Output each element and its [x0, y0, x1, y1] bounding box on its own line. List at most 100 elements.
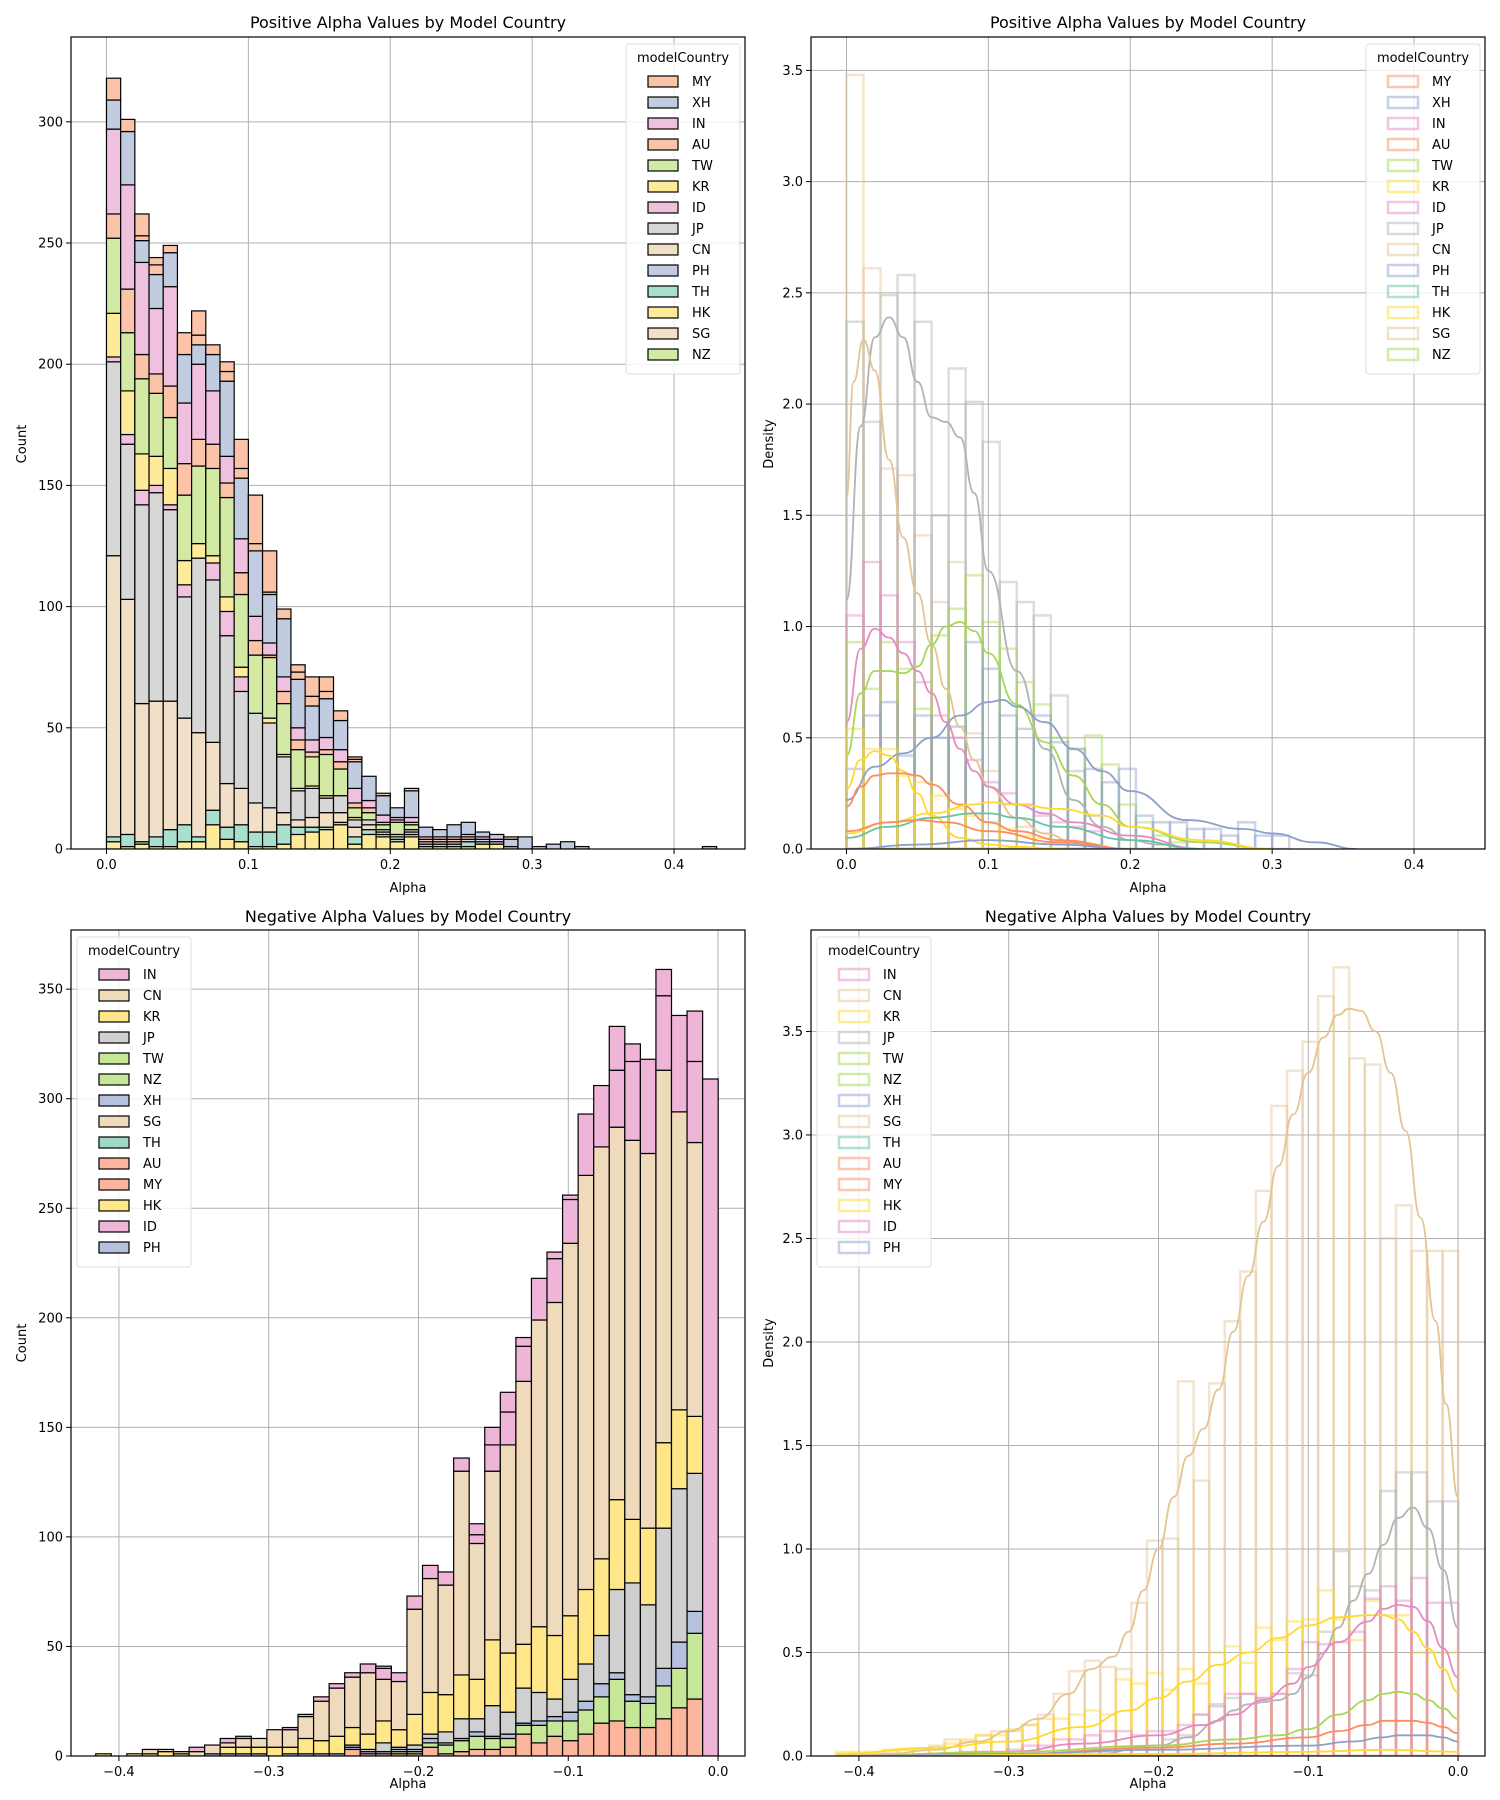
legend-item-au[interactable]: AU [837, 1156, 901, 1172]
legend-swatch [647, 201, 679, 214]
legend-item-in[interactable]: IN [647, 117, 706, 132]
legend-item-jp[interactable]: JP [647, 222, 704, 237]
legend-item-id[interactable]: ID [837, 1219, 897, 1235]
legend-item-hk[interactable]: HK [647, 306, 711, 321]
legend-swatch [647, 348, 679, 361]
legend-item-ph[interactable]: PH [837, 1240, 901, 1256]
bar-segment-xh [530, 1720, 548, 1726]
legend-item-kr[interactable]: KR [647, 180, 710, 195]
legend-item-my[interactable]: MY [837, 1177, 902, 1193]
legend-item-kr[interactable]: KR [98, 1010, 161, 1025]
legend-item-ph[interactable]: PH [1386, 263, 1450, 279]
legend-item-in[interactable]: IN [837, 967, 897, 983]
legend-item-nz[interactable]: NZ [647, 348, 711, 363]
legend-item-hk[interactable]: HK [1386, 305, 1451, 321]
legend-item-in[interactable]: IN [1386, 116, 1446, 132]
legend-item-sg[interactable]: SG [837, 1114, 901, 1130]
legend-item-th[interactable]: TH [647, 285, 710, 300]
legend-item-th[interactable]: TH [837, 1135, 901, 1151]
legend-item-nz[interactable]: NZ [98, 1073, 162, 1088]
legend-item-sg[interactable]: SG [98, 1115, 161, 1130]
hist-step-xh [981, 667, 1001, 849]
hist-step-in [1223, 1692, 1242, 1756]
kde-line-jp [845, 316, 1202, 849]
legend-item-my[interactable]: MY [98, 1178, 162, 1193]
bar-segment-kr [176, 559, 193, 586]
legend-item-id[interactable]: ID [1386, 200, 1446, 216]
bar-segment-kr [670, 1409, 688, 1490]
legend-item-ph[interactable]: PH [98, 1241, 161, 1256]
panel-title-neg-density: Negative Alpha Values by Model Country [985, 907, 1311, 926]
bar-segment-jp [530, 1691, 548, 1722]
hist-step-jp [1394, 1471, 1413, 1756]
legend-item-hk[interactable]: HK [98, 1199, 162, 1214]
legend-item-in[interactable]: IN [98, 968, 157, 983]
legend-item-sg[interactable]: SG [647, 327, 710, 342]
legend-item-kr[interactable]: KR [837, 1009, 901, 1025]
legend-item-tw[interactable]: TW [1386, 158, 1453, 174]
legend-item-jp[interactable]: JP [1386, 221, 1444, 237]
legend-item-sg[interactable]: SG [1386, 326, 1450, 342]
bar-segment-au [577, 1733, 595, 1756]
legend-item-xh[interactable]: XH [98, 1094, 162, 1109]
legend-item-nz[interactable]: NZ [1386, 347, 1451, 363]
legend-label: KR [883, 1010, 901, 1025]
legend-item-cn[interactable]: CN [1386, 242, 1451, 258]
bar-segment-jp [361, 819, 377, 826]
legend-item-th[interactable]: TH [1386, 284, 1450, 300]
x-tick-label: −0.3 [253, 1765, 285, 1780]
bar-segment-xh [375, 795, 391, 816]
legend-item-tw[interactable]: TW [837, 1051, 904, 1067]
legend-item-cn[interactable]: CN [98, 989, 162, 1004]
bar-segment-kr [134, 453, 150, 491]
legend-label: JP [1431, 222, 1444, 237]
legend-item-hk[interactable]: HK [837, 1198, 902, 1214]
legend-item-my[interactable]: MY [1386, 74, 1451, 90]
bar-segment-cn [188, 1751, 206, 1756]
hist-step-cn [1254, 1189, 1273, 1756]
legend-item-id[interactable]: ID [98, 1220, 157, 1235]
legend-item-au[interactable]: AU [1386, 137, 1450, 153]
legend-item-tw[interactable]: TW [647, 159, 713, 174]
bar-segment-jp [332, 795, 349, 814]
legend-item-ph[interactable]: PH [647, 264, 710, 279]
legend-label: TW [882, 1052, 904, 1067]
legend-item-th[interactable]: TH [98, 1136, 161, 1151]
hist-step-in [1067, 1738, 1086, 1756]
hist-step-jp [1285, 1671, 1304, 1756]
bar-segment-tw [593, 1696, 610, 1724]
bar-segment-in [347, 787, 363, 804]
bar-segment-kr [561, 1615, 579, 1680]
bar-segment-au [191, 438, 207, 467]
legend-item-xh[interactable]: XH [647, 96, 711, 111]
bar-segment-jp [655, 1527, 673, 1669]
bar-segment-in [421, 1564, 439, 1580]
legend-box [816, 936, 932, 1268]
bar-segment-tw [577, 1709, 595, 1735]
bar-segment-in [686, 1060, 704, 1144]
hist-step-in [1301, 1640, 1320, 1756]
bar-segment-in [281, 1726, 299, 1731]
legend-label: AU [143, 1157, 161, 1172]
bar-segment-jp [375, 1742, 392, 1753]
legend-item-nz[interactable]: NZ [837, 1072, 902, 1088]
legend-item-au[interactable]: AU [647, 138, 710, 153]
bar-segment-kr [686, 1415, 704, 1474]
bar-segment-kr [484, 1639, 501, 1707]
legend-item-cn[interactable]: CN [647, 243, 711, 258]
bar-segment-in [639, 1058, 657, 1155]
legend-item-jp[interactable]: JP [837, 1030, 895, 1046]
legend-item-tw[interactable]: TW [98, 1052, 164, 1067]
bar-segment-kr [328, 1735, 346, 1755]
legend-item-xh[interactable]: XH [837, 1093, 902, 1109]
legend-item-id[interactable]: ID [647, 201, 706, 216]
legend-item-cn[interactable]: CN [837, 988, 902, 1004]
legend-item-my[interactable]: MY [647, 75, 711, 90]
legend-label: HK [692, 306, 711, 321]
legend-item-xh[interactable]: XH [1386, 95, 1451, 111]
bar-segment-kr [191, 542, 207, 559]
bar-segment-jp [468, 1718, 486, 1733]
legend-item-jp[interactable]: JP [98, 1031, 155, 1046]
legend-item-kr[interactable]: KR [1386, 179, 1450, 195]
legend-item-au[interactable]: AU [98, 1157, 161, 1172]
